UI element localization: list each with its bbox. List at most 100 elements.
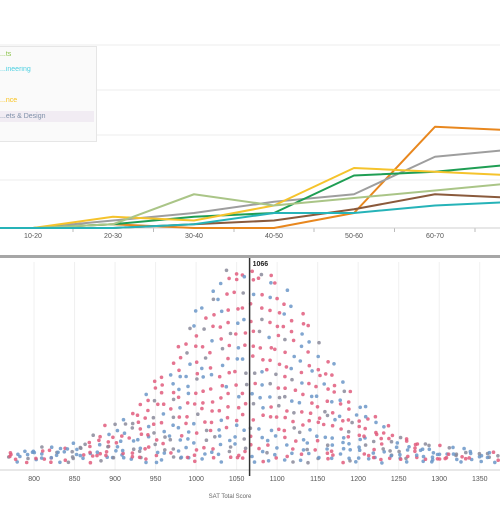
scatter-point-331[interactable] bbox=[260, 370, 264, 374]
scatter-point-279[interactable] bbox=[236, 346, 241, 350]
scatter-point-298[interactable] bbox=[243, 331, 248, 335]
scatter-point-44[interactable] bbox=[81, 453, 86, 457]
scatter-point-178[interactable] bbox=[186, 384, 190, 389]
scatter-point-394[interactable] bbox=[291, 447, 295, 451]
scatter-point-168[interactable] bbox=[176, 344, 181, 349]
scatter-point-383[interactable] bbox=[283, 386, 287, 390]
scatter-point-434[interactable] bbox=[310, 369, 314, 373]
scatter-point-209[interactable] bbox=[201, 375, 205, 379]
scatter-point-65[interactable] bbox=[104, 450, 109, 454]
scatter-point-20[interactable] bbox=[40, 449, 45, 453]
scatter-point-329[interactable] bbox=[258, 395, 262, 400]
scatter-point-474[interactable] bbox=[330, 400, 334, 404]
scatter-point-603[interactable] bbox=[479, 459, 484, 464]
scatter-point-335[interactable] bbox=[260, 317, 264, 322]
scatter-point-70[interactable] bbox=[103, 423, 107, 428]
scatter-point-27[interactable] bbox=[58, 460, 62, 465]
scatter-point-292[interactable] bbox=[243, 401, 248, 406]
scatter-point-385[interactable] bbox=[284, 365, 289, 369]
scatter-point-76[interactable] bbox=[111, 435, 115, 440]
scatter-point-4[interactable] bbox=[15, 460, 19, 464]
scatter-point-406[interactable] bbox=[289, 318, 294, 323]
scatter-point-38[interactable] bbox=[70, 455, 75, 459]
scatter-point-554[interactable] bbox=[404, 460, 409, 464]
scatter-point-40[interactable] bbox=[70, 449, 74, 454]
scatter-point-134[interactable] bbox=[163, 435, 167, 439]
scatter-point-591[interactable] bbox=[454, 452, 459, 456]
scatter-point-390[interactable] bbox=[282, 302, 286, 306]
scatter-point-215[interactable] bbox=[200, 306, 204, 310]
scatter-point-107[interactable] bbox=[144, 460, 148, 465]
legend-entry-5[interactable]: ...ets & Design bbox=[0, 111, 94, 122]
scatter-point-110[interactable] bbox=[146, 445, 151, 449]
scatter-point-135[interactable] bbox=[162, 429, 166, 434]
scatter-point-546[interactable] bbox=[386, 423, 391, 428]
scatter-point-206[interactable] bbox=[200, 406, 204, 411]
scatter-point-123[interactable] bbox=[152, 431, 156, 435]
scatter-point-386[interactable] bbox=[283, 350, 287, 355]
scatter-point-436[interactable] bbox=[306, 350, 310, 354]
scatter-point-351[interactable] bbox=[269, 346, 274, 350]
scatter-point-258[interactable] bbox=[224, 384, 229, 389]
scatter-point-492[interactable] bbox=[347, 456, 351, 461]
scatter-point-336[interactable] bbox=[260, 306, 264, 310]
scatter-point-149[interactable] bbox=[169, 407, 173, 411]
scatter-point-528[interactable] bbox=[374, 430, 378, 435]
scatter-point-162[interactable] bbox=[178, 406, 182, 410]
scatter-point-193[interactable] bbox=[195, 377, 199, 381]
scatter-point-404[interactable] bbox=[291, 338, 296, 343]
scatter-point-510[interactable] bbox=[354, 413, 359, 417]
scatter-point-147[interactable] bbox=[171, 423, 175, 427]
scatter-point-263[interactable] bbox=[226, 320, 230, 325]
scatter-point-384[interactable] bbox=[283, 374, 287, 379]
scatter-point-166[interactable] bbox=[177, 368, 181, 373]
scatter-point-431[interactable] bbox=[310, 401, 314, 405]
scatter-point-68[interactable] bbox=[106, 440, 111, 444]
scatter-point-414[interactable] bbox=[300, 410, 304, 414]
scatter-point-447[interactable] bbox=[314, 394, 319, 398]
scatter-point-301[interactable] bbox=[241, 291, 245, 295]
scatter-point-391[interactable] bbox=[285, 288, 290, 292]
scatter-point-399[interactable] bbox=[290, 399, 294, 403]
scatter-point-229[interactable] bbox=[211, 324, 215, 329]
scatter-point-326[interactable] bbox=[257, 427, 261, 431]
scatter-point-184[interactable] bbox=[193, 459, 197, 464]
scatter-point-529[interactable] bbox=[374, 420, 378, 425]
scatter-point-567[interactable] bbox=[421, 459, 426, 464]
scatter-point-114[interactable] bbox=[143, 416, 147, 420]
scatter-point-108[interactable] bbox=[144, 457, 148, 461]
scatter-point-487[interactable] bbox=[338, 402, 343, 406]
scatter-point-484[interactable] bbox=[339, 427, 343, 431]
scatter-point-9[interactable] bbox=[26, 456, 30, 461]
scatter-point-332[interactable] bbox=[261, 358, 265, 362]
scatter-point-478[interactable] bbox=[332, 362, 336, 366]
scatter-point-583[interactable] bbox=[438, 443, 442, 448]
scatter-point-113[interactable] bbox=[146, 424, 151, 429]
scatter-point-322[interactable] bbox=[261, 459, 266, 464]
scatter-point-557[interactable] bbox=[405, 448, 410, 452]
scatter-point-237[interactable] bbox=[217, 428, 221, 432]
scatter-point-91[interactable] bbox=[131, 447, 136, 451]
scatter-point-227[interactable] bbox=[208, 350, 212, 355]
scatter-point-163[interactable] bbox=[176, 395, 181, 400]
scatter-point-77[interactable] bbox=[115, 428, 120, 433]
scatter-point-494[interactable] bbox=[347, 442, 351, 446]
scatter-point-319[interactable] bbox=[251, 292, 256, 297]
scatter-point-43[interactable] bbox=[81, 456, 85, 461]
scatter-point-428[interactable] bbox=[308, 428, 312, 432]
scatter-point-514[interactable] bbox=[362, 452, 367, 456]
scatter-point-508[interactable] bbox=[357, 424, 362, 429]
scatter-point-179[interactable] bbox=[184, 374, 188, 379]
scatter-point-543[interactable] bbox=[389, 439, 394, 444]
scatter-point-90[interactable] bbox=[130, 451, 135, 455]
scatter-point-31[interactable] bbox=[58, 446, 63, 451]
scatter-point-456[interactable] bbox=[325, 443, 330, 447]
scatter-point-367[interactable] bbox=[274, 372, 278, 377]
scatter-point-89[interactable] bbox=[130, 454, 135, 459]
scatter-point-504[interactable] bbox=[357, 448, 362, 452]
scatter-point-235[interactable] bbox=[218, 442, 223, 447]
scatter-point-45[interactable] bbox=[78, 453, 83, 458]
scatter-point-16[interactable] bbox=[31, 449, 36, 454]
scatter-point-448[interactable] bbox=[314, 384, 318, 389]
scatter-point-300[interactable] bbox=[240, 306, 245, 310]
